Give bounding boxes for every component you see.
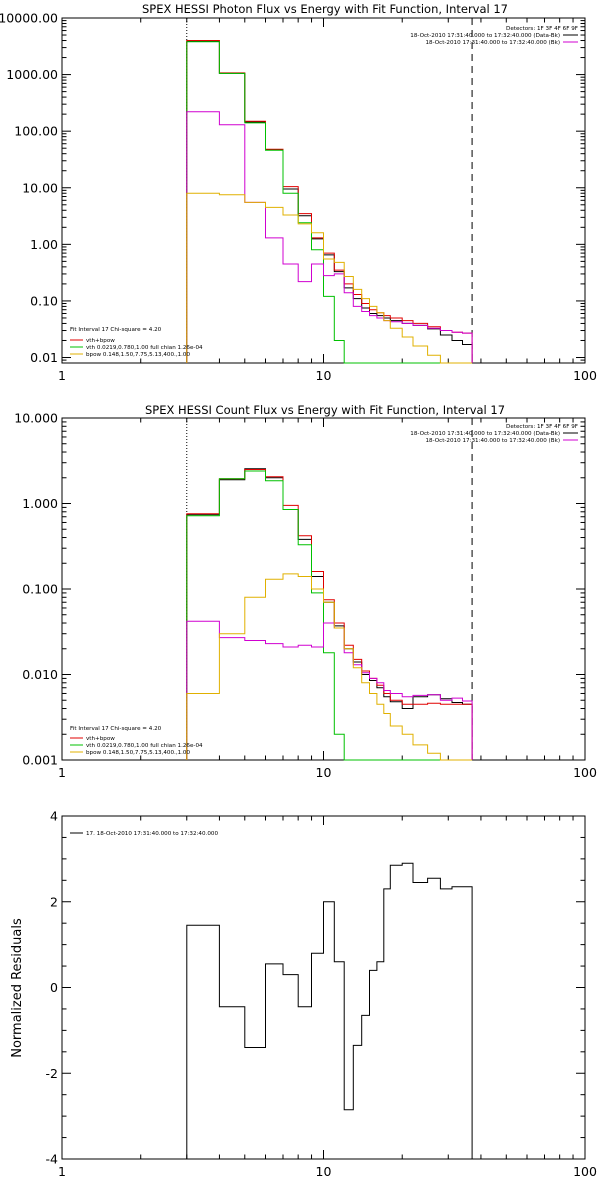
photon-fit-total-label: vth+bpow [86,338,115,344]
count-fit-total-label: vth+bpow [86,736,115,742]
y-tick-label: 10000.00 [0,11,58,26]
count-data-bk-label: 18-Oct-2010 17:31:40.000 to 17:32:40.000… [410,431,560,437]
photon-fit-bpow-label: bpow 0.148,1.50,7.75,5.13,400.,1.00 [86,352,190,358]
residuals-frame [61,815,586,1160]
series-black-histogram [186,468,473,760]
y-tick-label: 0.010 [22,667,58,682]
y-tick-label: -4 [46,1152,59,1167]
y-tick-label: 0.10 [30,293,58,308]
photon-flux-frame [61,17,586,364]
photon-flux-panel: SPEX HESSI Photon Flux vs Energy with Fi… [0,2,597,383]
residuals-y-axis-label: Normalized Residuals [10,918,25,1058]
series-red-histogram [186,40,473,363]
y-tick-label: 2 [50,894,58,909]
residuals-panel: 1 10 100 -4 -2 0 2 4 17. 18-Oct-2010 17:31:40.0… [10,809,597,1180]
y-tick-label: 1.00 [30,237,58,252]
y-tick-label: 0.100 [22,582,58,597]
y-tick-label: 1.000 [22,496,58,511]
count-flux-panel: SPEX HESSI Count Flux vs Energy with Fit… [14,403,597,780]
series-green-histogram [186,470,473,761]
photon-bk-label: 18-Oct-2010 17:31:40.000 to 17:32:40.000… [425,40,560,46]
y-tick-label: 4 [50,809,58,824]
photon-data-bk-label: 18-Oct-2010 17:31:40.000 to 17:32:40.000… [410,33,560,39]
y-tick-label: 100.00 [14,124,58,139]
series-black-histogram [186,862,473,1159]
count-fit-vth-label: vth 0.0219,0.780,1.00 full chian 1.26e-0… [86,743,203,749]
y-tick-label: -2 [46,1066,58,1081]
count-fit-info: Fit Interval 17 Chi-square = 4.20 [70,726,162,732]
y-tick-label: 10.00 [22,180,58,195]
residuals-legend-label: 17. 18-Oct-2010 17:31:40.000 to 17:32:40… [86,831,218,837]
y-tick-label: 0.01 [30,350,58,365]
count-flux-title: SPEX HESSI Count Flux vs Energy with Fit… [145,403,505,417]
count-bk-label: 18-Oct-2010 17:31:40.000 to 17:32:40.000… [425,438,560,444]
photon-detectors-label: Detectors: 1F 3F 4F 6F 9F [506,26,578,32]
y-tick-label: 1000.00 [6,67,58,82]
series-yellow-histogram [186,573,473,761]
series-magenta-histogram [186,111,473,363]
x-tick-label: 100 [573,765,597,780]
count-fit-bpow-label: bpow 0.148,1.50,7.75,5.13,400.,1.00 [86,750,190,756]
x-tick-label: 10 [316,765,332,780]
series-magenta-histogram [186,620,473,760]
x-tick-label: 100 [573,1164,597,1179]
x-tick-label: 1 [58,765,66,780]
count-detectors-label: Detectors: 1F 3F 4F 6F 9F [506,424,578,430]
series-black-histogram [186,40,473,363]
series-yellow-histogram [186,192,473,364]
y-tick-label: 0.001 [22,753,58,768]
x-tick-label: 100 [573,368,597,383]
photon-fit-info: Fit Interval 17 Chi-square = 4.20 [70,327,162,333]
photon-fit-vth-label: vth 0.0219,0.780,1.00 full chian 1.26e-0… [86,345,203,351]
photon-flux-title: SPEX HESSI Photon Flux vs Energy with Fi… [142,2,508,16]
x-tick-label: 10 [316,1164,332,1179]
series-green-histogram [186,41,473,364]
y-tick-label: 0 [50,980,58,995]
y-tick-label: 10.000 [14,411,58,426]
series-red-histogram [186,469,473,760]
x-tick-label: 10 [316,368,332,383]
x-tick-label: 1 [58,1164,66,1179]
x-tick-label: 1 [58,368,66,383]
